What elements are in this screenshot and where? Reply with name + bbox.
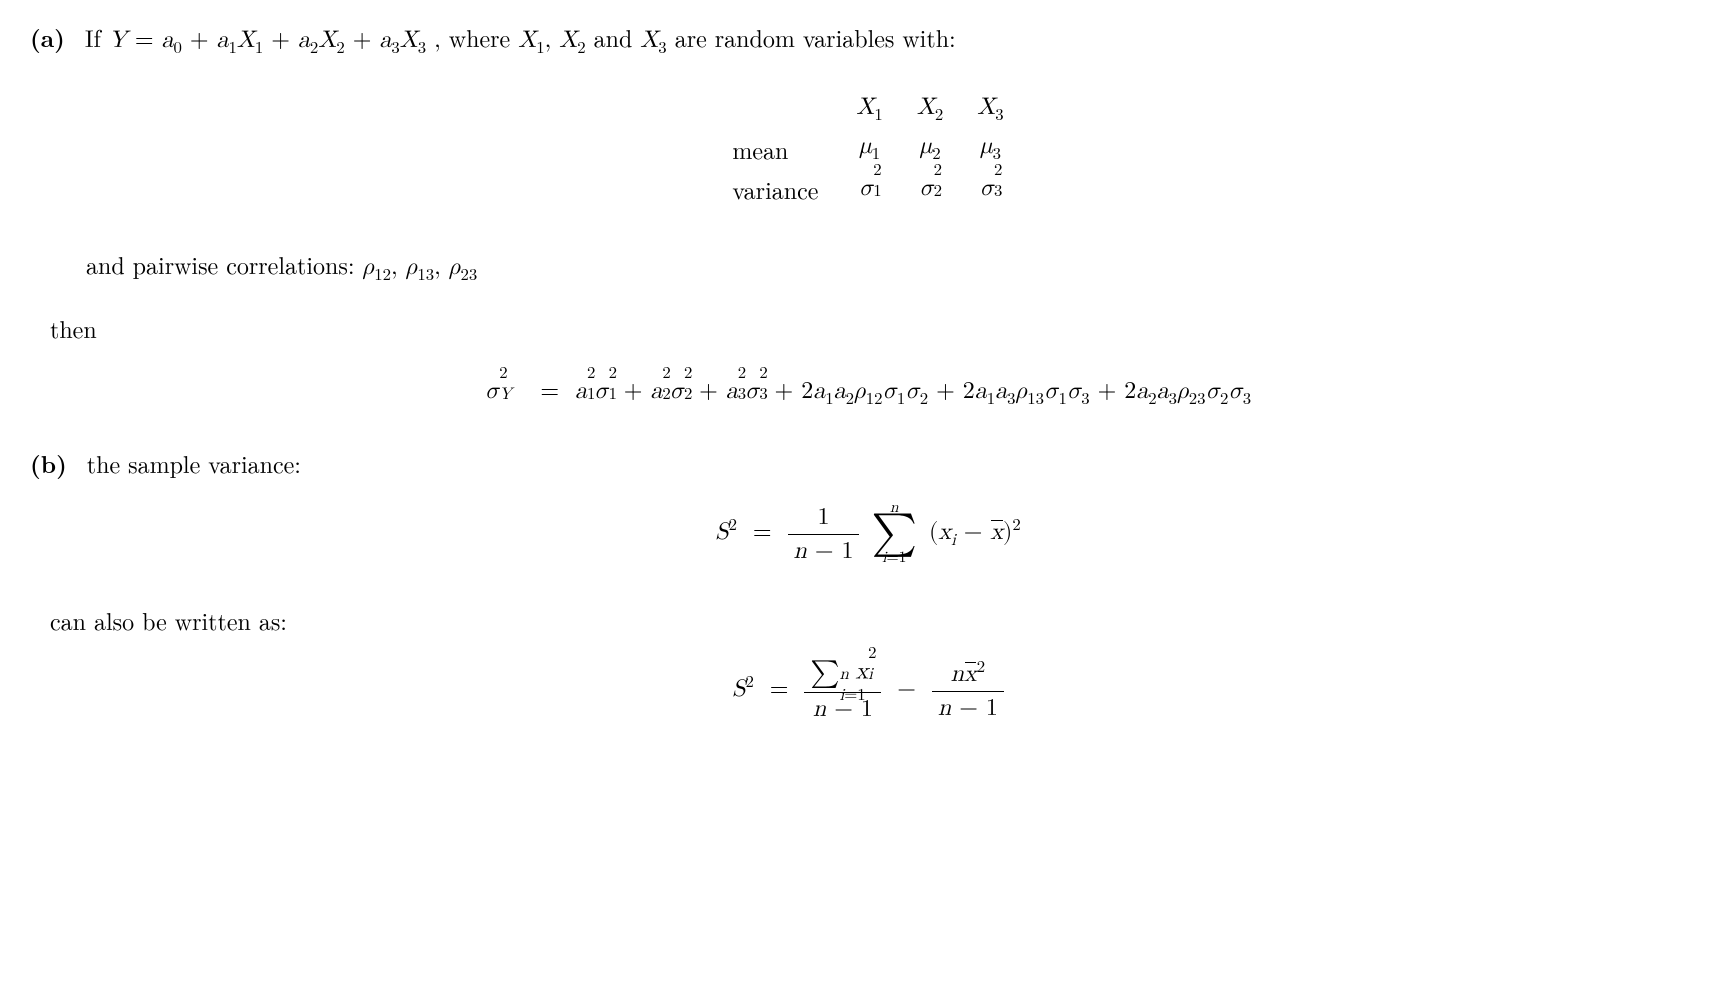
- mu2: μ2: [901, 130, 959, 168]
- hdr-x3: X3: [961, 91, 1019, 128]
- hdr-x2: X2: [901, 91, 959, 128]
- variance-formula: σ²Y2Y = a²21σ²21 + a²22σ²22 + a²23σ²23 +…: [30, 371, 1706, 410]
- part-a-and: and: [594, 20, 641, 54]
- sum-symbol: n ∑ i=1: [871, 501, 917, 567]
- sigma1sq: σ²21: [840, 170, 898, 208]
- then-text: then: [50, 311, 1706, 345]
- sample-variance-formula-2: S2 = ∑i=1ni=1 x²2i n − 1 − nx2 n − 1: [30, 657, 1706, 724]
- correlations: ρ12, ρ13, ρ23: [362, 255, 477, 279]
- part-a-vars: X1, X2: [518, 28, 593, 52]
- part-a-equation: Y = a0 + a1X1 + a2X2 + a3X3: [109, 28, 434, 52]
- table-variance-row: variance σ²21 σ²22 σ²23: [716, 170, 1019, 208]
- table-header-row: X1 X2 X3: [716, 91, 1019, 128]
- mu1: μ1: [840, 130, 898, 168]
- mean-label: mean: [716, 130, 838, 168]
- mu3: μ3: [961, 130, 1019, 168]
- can-also-text: can also be written as:: [50, 603, 1706, 637]
- variance-label: variance: [716, 170, 838, 208]
- part-b-intro: (b) the sample variance:: [30, 446, 1706, 481]
- stats-table: X1 X2 X3 mean μ1 μ2 μ3 variance σ²21 σ²2…: [30, 89, 1706, 217]
- pairwise-line: and pairwise correlations: ρ12, ρ13, ρ23: [86, 247, 1706, 286]
- part-a-tail: are random variables with:: [667, 20, 956, 54]
- table-mean-row: mean μ1 μ2 μ3: [716, 130, 1019, 168]
- part-b-label: (b): [30, 447, 67, 481]
- part-a-intro: (a) If Y = a0 + a1X1 + a2X2 + a3X3 , whe…: [30, 20, 1706, 59]
- sample-variance-formula-1: S2 = 1 n − 1 n ∑ i=1 (xi − x)2: [30, 501, 1706, 567]
- part-a-label: (a): [30, 21, 65, 55]
- part-a-x3: X3: [640, 28, 666, 52]
- sigma3sq: σ²23: [961, 170, 1019, 208]
- part-a-if: If: [85, 20, 109, 54]
- sigma2sq: σ²22: [901, 170, 959, 208]
- part-a-where: , where: [434, 20, 518, 54]
- hdr-x1: X1: [840, 91, 898, 128]
- pairwise-text: and pairwise correlations:: [86, 247, 362, 281]
- part-b-text: the sample variance:: [87, 446, 301, 480]
